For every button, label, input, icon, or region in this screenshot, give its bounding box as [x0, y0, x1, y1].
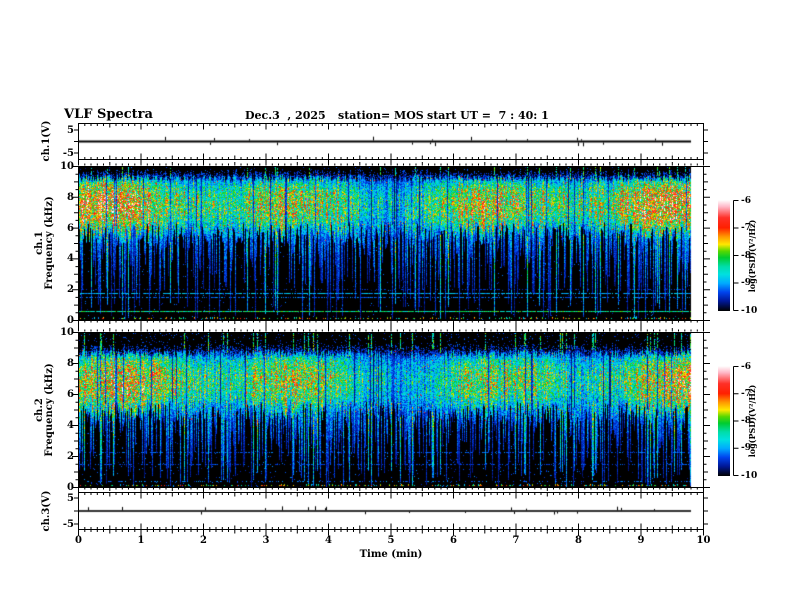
ch2-frequency-axis-label: ch.2 Frequency (kHz) [34, 363, 55, 457]
colorbar-tick-label: -7 [741, 388, 751, 399]
ch1-frequency-axis-label: ch.1 Frequency (kHz) [34, 196, 55, 290]
ch1-spec-y-tick-label: 2 [67, 284, 74, 296]
ch1-spectrogram-panel [78, 166, 704, 321]
colorbar-tick-label: -9 [741, 443, 751, 454]
ch1-voltage-panel [78, 123, 704, 160]
x-tick-label: 6 [450, 535, 457, 546]
ch1-spec-y-tick-label: 8 [67, 191, 74, 203]
ch2-spectrogram-canvas [79, 333, 703, 487]
ch2-spec-y-tick-label: 8 [67, 358, 74, 369]
header-date: Dec.3 , 2025 [245, 109, 326, 122]
ch2-spec-y-tick-label: 2 [67, 451, 74, 462]
ch3-voltage-axis-label: ch.3(V) [41, 490, 52, 532]
colorbar-tick-label: -8 [741, 250, 751, 261]
ch1-spec-y-tick-label: 4 [67, 253, 74, 265]
colorbar-tick-label: -6 [741, 195, 751, 206]
colorbar-tick-label: -10 [741, 470, 758, 481]
ch2-spec-y-tick-label: 4 [67, 420, 74, 431]
x-tick-label: 8 [575, 535, 582, 546]
ch1-spectrogram-canvas [79, 167, 703, 320]
ch2-spectrogram-panel [78, 332, 704, 488]
x-tick-label: 10 [696, 535, 711, 546]
ch3-volt-y-tick-label: 5 [67, 492, 74, 504]
ch2-spec-y-tick-label: 10 [60, 327, 74, 338]
x-tick-label: 5 [387, 535, 395, 546]
ch1-voltage-trace-canvas [79, 124, 703, 159]
x-tick-label: 3 [262, 535, 270, 546]
colorbar-ch1 [718, 200, 730, 311]
ch1-volt-y-tick-label: -5 [62, 147, 74, 159]
ch2-label-line2: Frequency (kHz) [44, 363, 55, 457]
figure-title: VLF Spectra [64, 107, 153, 122]
x-tick-label: 0 [75, 535, 82, 546]
colorbar-tick-label: -9 [741, 278, 751, 288]
ch1-spec-y-tick-label: 0 [67, 315, 74, 326]
ch3-voltage-trace-canvas [79, 493, 703, 529]
colorbar-tick-label: -10 [741, 305, 758, 316]
ch3-volt-y-tick-label: -5 [62, 518, 74, 530]
ch2-spec-y-tick-label: 0 [67, 482, 74, 493]
x-tick-label: 7 [512, 535, 520, 546]
colorbar-tick-label: -8 [741, 416, 751, 426]
x-tick-label: 1 [137, 535, 145, 546]
colorbar-tick-label: -7 [741, 223, 751, 233]
header-start-ut: start UT = 7 : 40: 1 [427, 109, 549, 122]
x-tick-label: 2 [200, 535, 207, 546]
colorbar-tick-label: -6 [741, 361, 751, 372]
colorbar-ch2 [718, 366, 730, 476]
ch3-voltage-panel [78, 492, 704, 530]
ch1-spec-y-tick-label: 10 [60, 161, 74, 172]
header-station: station= MOS [338, 109, 424, 122]
ch1-voltage-axis-label: ch.1(V) [41, 120, 52, 162]
ch1-volt-y-tick-label: 5 [67, 124, 74, 136]
time-axis-label: Time (min) [359, 549, 423, 560]
x-tick-label: 4 [325, 535, 332, 546]
ch1-spec-y-tick-label: 6 [67, 222, 74, 234]
x-tick-label: 9 [637, 535, 645, 546]
ch1-label-line2: Frequency (kHz) [44, 196, 55, 290]
ch2-spec-y-tick-label: 6 [67, 389, 74, 400]
